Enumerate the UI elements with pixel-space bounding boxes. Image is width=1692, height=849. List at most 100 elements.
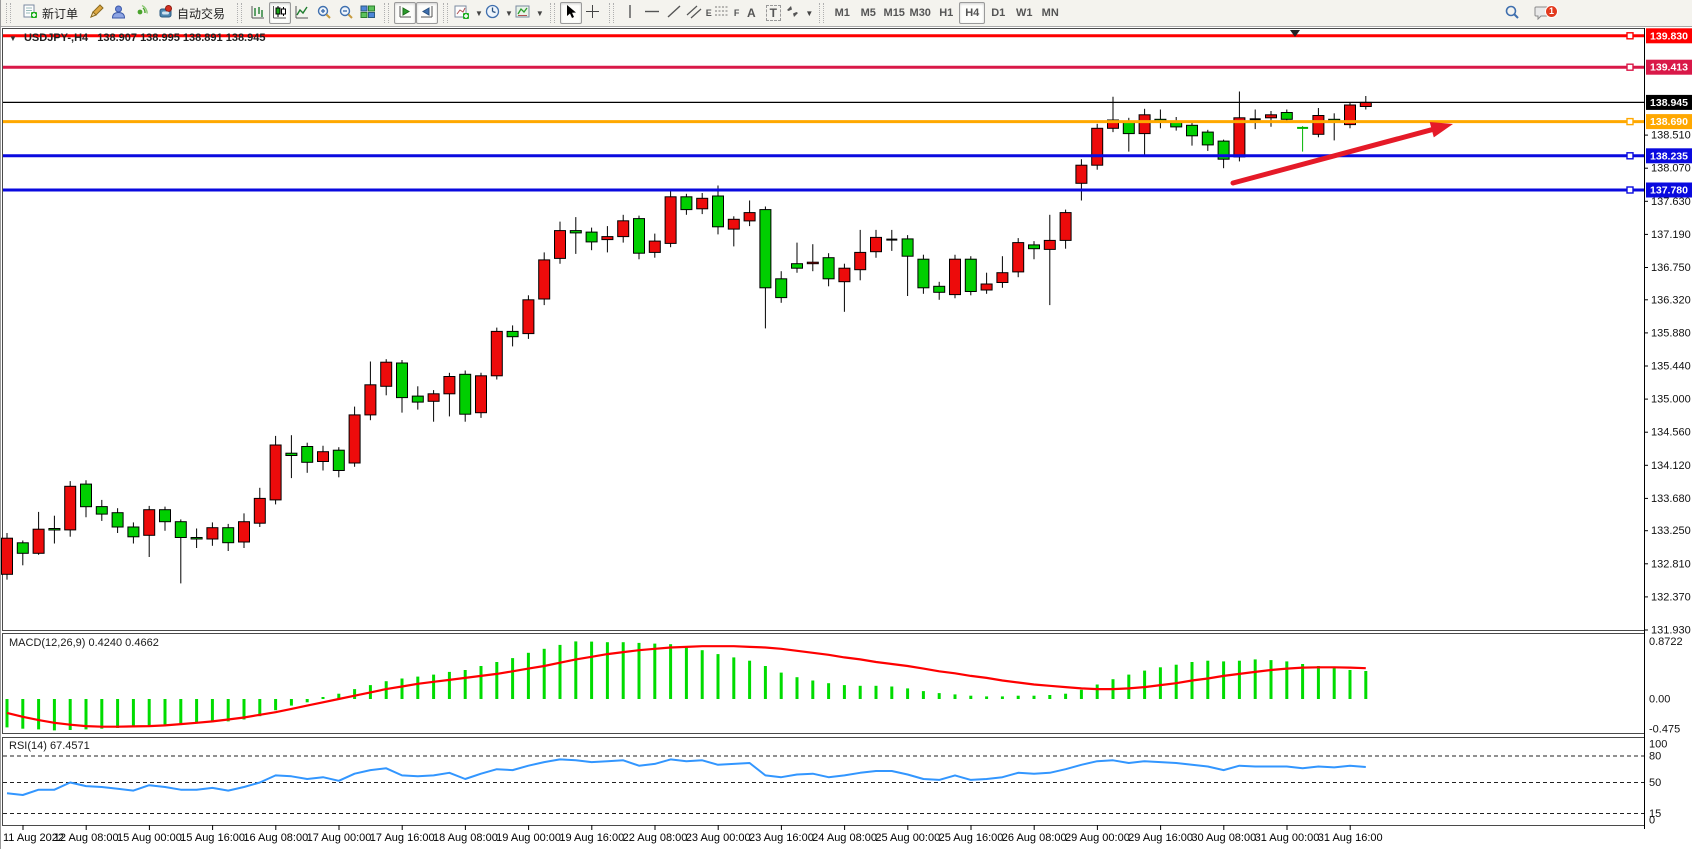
timeframe-h4[interactable]: H4 <box>959 2 986 24</box>
new-order-button[interactable]: 新订单 <box>16 2 85 24</box>
profile-button[interactable] <box>107 2 129 24</box>
zoom-out-icon <box>338 4 354 23</box>
zoom-out-button[interactable] <box>335 2 357 24</box>
price-badge <box>1646 114 1692 130</box>
timeframe-w1[interactable]: W1 <box>1015 7 1033 19</box>
search-icon <box>1504 4 1520 23</box>
bar-chart-button[interactable] <box>247 2 269 24</box>
chevron-down-icon: ▼ <box>805 8 814 18</box>
autotrading-button[interactable]: 自动交易 <box>151 2 232 24</box>
svg-text:22 Aug 08:00: 22 Aug 08:00 <box>623 832 688 844</box>
svg-text:16 Aug 08:00: 16 Aug 08:00 <box>243 832 308 844</box>
line-handle[interactable] <box>1626 186 1634 194</box>
timeframe-mn[interactable]: MN <box>1041 7 1059 19</box>
price-badge <box>1646 28 1692 44</box>
chart-shift-marker[interactable] <box>1290 30 1300 37</box>
equidistant-channel-button[interactable]: E <box>685 2 713 24</box>
channel-icon <box>686 4 702 22</box>
timeframe-m15[interactable]: M15 <box>883 7 905 19</box>
broadcast-button[interactable] <box>129 2 151 24</box>
auto-scroll-button[interactable] <box>394 2 417 24</box>
svg-text:138.070: 138.070 <box>1651 163 1691 175</box>
crosshair-button[interactable] <box>582 2 604 24</box>
vertical-line-button[interactable] <box>619 2 641 24</box>
template-icon <box>515 4 531 22</box>
toolbar-grip[interactable] <box>237 3 243 23</box>
templates-button[interactable]: ▼ <box>514 2 545 24</box>
candlestick-chart-icon <box>272 4 288 23</box>
toolbar-grip[interactable] <box>6 3 11 23</box>
rsi-line <box>6 758 1366 796</box>
chevron-down-icon: ▼ <box>9 34 17 43</box>
svg-text:18 Aug 08:00: 18 Aug 08:00 <box>433 832 498 844</box>
add-indicator-icon <box>454 4 470 23</box>
tile-windows-icon <box>360 4 376 23</box>
chevron-down-icon: ▼ <box>535 8 544 18</box>
vertical-line-icon <box>624 4 636 22</box>
pane-frames <box>2 28 1645 829</box>
fibonacci-icon <box>714 4 730 22</box>
candlestick-series <box>1 91 1372 584</box>
timeframe-h1[interactable]: H1 <box>939 7 954 19</box>
toolbar-grip[interactable] <box>608 3 614 23</box>
trend-arrow[interactable] <box>1230 122 1453 186</box>
arrows-button[interactable]: ▼ <box>784 2 814 24</box>
candlestick-chart-button[interactable] <box>269 2 292 24</box>
timeframe-d1[interactable]: D1 <box>991 7 1006 19</box>
trendline-icon <box>666 4 682 22</box>
svg-text:133.250: 133.250 <box>1651 525 1691 537</box>
zoom-in-button[interactable] <box>313 2 335 24</box>
periods-button[interactable]: ▼ <box>484 2 514 24</box>
toolbar-grip[interactable] <box>384 3 390 23</box>
tile-windows-button[interactable] <box>357 2 379 24</box>
styler-button[interactable] <box>85 2 107 24</box>
svg-text:31 Aug 00:00: 31 Aug 00:00 <box>1255 832 1320 844</box>
chart-shift-button[interactable] <box>416 2 439 24</box>
crosshair-icon <box>585 4 600 22</box>
svg-text:134.120: 134.120 <box>1651 460 1691 472</box>
fibo-letter: F <box>733 8 740 18</box>
svg-text:0.00: 0.00 <box>1649 694 1670 706</box>
auto-scroll-icon <box>397 4 413 23</box>
cursor-button[interactable] <box>559 2 582 24</box>
line-handle[interactable] <box>1626 63 1634 71</box>
timeframe-m5[interactable]: M5 <box>860 7 876 19</box>
horizontal-line-139.413[interactable]: 139.413 <box>3 59 1692 75</box>
macd-histogram <box>5 641 1368 731</box>
horizontal-lines[interactable]: 139.830 139.413 138.690 138.235 137.780 <box>3 28 1692 198</box>
notifications-button[interactable]: 1 <box>1531 3 1558 25</box>
toolbar-grip[interactable] <box>549 3 555 23</box>
notification-badge: 1 <box>1545 4 1558 18</box>
trendline-button[interactable] <box>663 2 685 24</box>
svg-text:-0.475: -0.475 <box>1649 724 1680 736</box>
horizontal-line-button[interactable] <box>641 2 663 24</box>
toolbar-grip[interactable] <box>443 3 449 23</box>
horizontal-line-138.235[interactable]: 138.235 <box>3 148 1692 164</box>
fibonacci-button[interactable]: F <box>713 2 741 24</box>
search-button[interactable] <box>1501 3 1523 25</box>
price-axis[interactable]: 138.510 138.070 137.630 137.190 136.750 136.3… <box>1644 130 1691 827</box>
line-handle[interactable] <box>1626 117 1634 126</box>
line-handle[interactable] <box>1626 152 1634 160</box>
svg-text:137.780: 137.780 <box>1650 184 1688 196</box>
chevron-down-icon: ▼ <box>475 8 483 18</box>
horizontal-line-138.690[interactable]: 138.690 <box>3 114 1692 130</box>
svg-text:134.560: 134.560 <box>1651 427 1691 439</box>
timeframe-m30[interactable]: M30 <box>909 7 931 19</box>
horizontal-line-139.830[interactable]: 139.830 <box>3 28 1692 44</box>
text-button[interactable]: A <box>740 2 762 24</box>
svg-text:139.830: 139.830 <box>1650 30 1688 42</box>
svg-text:11 Aug 2022: 11 Aug 2022 <box>3 832 64 844</box>
indicators-button[interactable]: ▼ <box>453 2 484 24</box>
line-chart-button[interactable] <box>291 2 313 24</box>
toolbar-grip[interactable] <box>819 3 825 23</box>
text-label-button[interactable]: T <box>762 2 784 24</box>
horizontal-line-137.780[interactable]: 137.780 <box>3 182 1692 198</box>
price-badge <box>1646 182 1692 198</box>
timeframe-group: M1 M5 M15 M30 H1 H4 D1 W1 MN <box>829 2 1063 24</box>
chart-symbol-header[interactable]: ▼ USDJPY-,H4 138.907 138.995 138.891 138… <box>9 32 265 44</box>
line-handle[interactable] <box>1626 32 1634 40</box>
timeframe-m1[interactable]: M1 <box>834 7 850 19</box>
